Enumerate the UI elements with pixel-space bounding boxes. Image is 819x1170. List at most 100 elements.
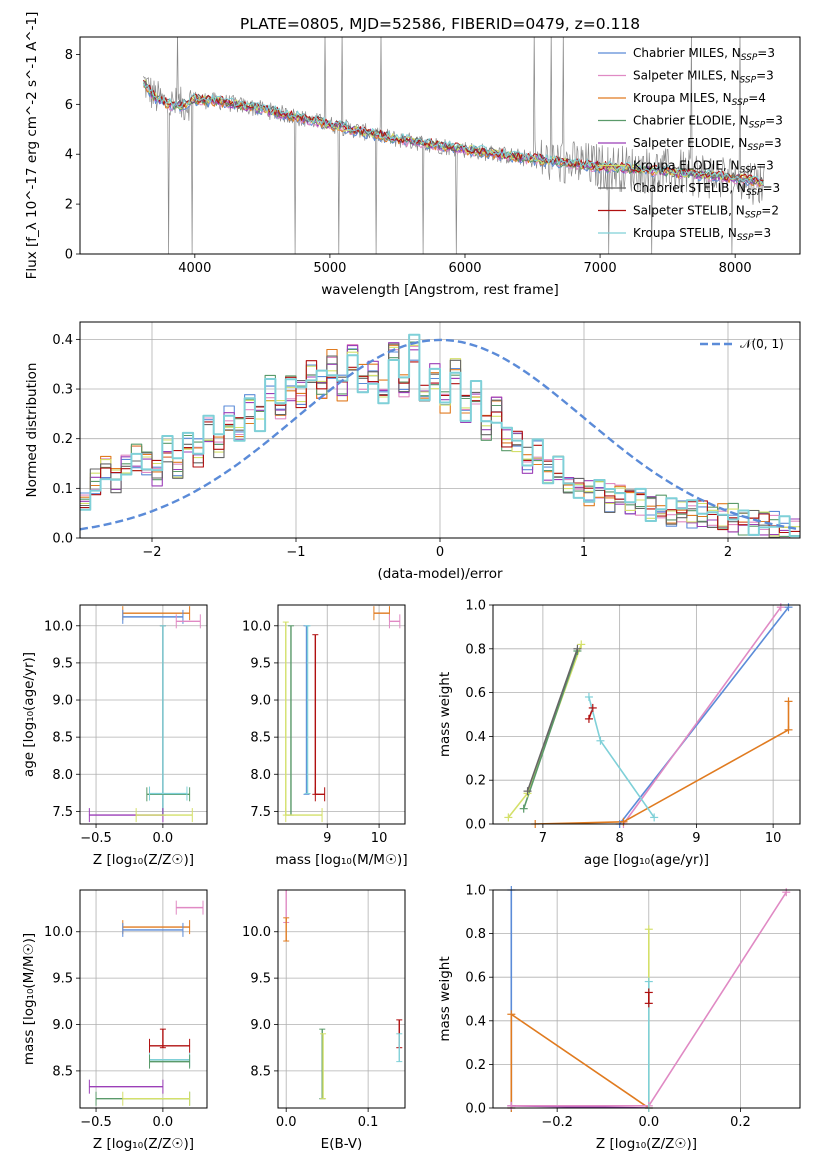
y-tick-label: 0.2 [465,774,486,789]
plot-area [510,890,787,1108]
y-tick-label: 0.6 [465,971,486,986]
x-tick-label: 0 [436,545,444,560]
model-line-chabrier-elodie [143,82,764,185]
x-tick-label: 9 [323,831,331,846]
y-tick-label: 9.5 [52,656,73,671]
plot-5: 7 8 9 10 0.0 0.2 0.4 0.6 0.8 1.0 age [log₁₀(age/yr… [437,599,801,868]
plot-area [80,333,800,538]
y-axis-label: Flux [f_λ 10^-17 erg cm^-2 s^-1 A^-1] [24,12,40,280]
y-tick-label: 0.8 [465,927,486,942]
data-point [784,725,793,734]
x-tick-label: 0.2 [730,1115,751,1130]
y-tick-label: 0.2 [465,1058,486,1073]
data-point [588,703,597,712]
data-point [523,787,532,796]
y-tick-label: 0.0 [465,818,486,833]
axes-frame [79,889,208,1109]
x-tick-label: 2 [724,545,732,560]
y-tick-label: 7.5 [250,805,271,820]
y-tick-label: 6 [65,98,73,113]
data-point [507,1101,516,1110]
x-axis-label: E(B-V) [321,1136,363,1152]
x-tick-label: 5000 [313,261,346,276]
x-tick-label: 10 [371,831,388,846]
legend-entry: Chabrier ELODIE, NSSP=3 [633,114,783,131]
histogram-kroupa-stelib [80,333,800,538]
x-tick-label: 0.0 [638,1115,659,1130]
legend: Chabrier MILES, NSSP=3 Salpeter MILES, NS… [598,46,783,243]
y-tick-label: 9.0 [250,1018,271,1033]
y-tick-label: 0.2 [52,432,73,447]
y-tick-label: 10.0 [44,619,73,634]
y-tick-label: 10.0 [242,619,271,634]
plot-1: 4000 5000 6000 7000 8000 0 2 4 6 8 wavelength [Ang… [24,12,801,298]
mass-weight-line-chabrier-miles [618,606,790,824]
legend-entry: Chabrier STELIB, NSSP=3 [633,181,780,198]
x-tick-label: 0.0 [276,1115,297,1130]
y-tick-label: 0.3 [52,383,73,398]
mass-weight-line-kroupa-miles [510,1013,650,1108]
y-tick-label: 0.4 [465,730,486,745]
plot-8: −0.2 0.0 0.2 0.0 0.2 0.4 0.6 0.8 1.0 Z [log₁₀(Z/Z… [437,884,801,1152]
axes-frame [492,889,801,1109]
x-tick-label: 8000 [719,261,752,276]
mass-weight-line-salpeter-miles [622,606,782,824]
y-tick-label: 9.0 [52,694,73,709]
model-line-chabrier-stelib [143,80,764,186]
y-tick-label: 9.5 [52,972,73,987]
data-point [573,644,582,653]
y-axis-label: mass weight [437,956,453,1041]
figure-title: PLATE=0805, MJD=52586, FIBERID=0479, z=0… [240,15,640,33]
plot-area [88,606,201,823]
plot-area [143,37,765,254]
legend-entry: Kroupa MILES, NSSP=4 [633,91,766,108]
legend-entry: Kroupa ELODIE, NSSP=3 [633,159,774,176]
y-tick-label: 4 [65,148,73,163]
y-tick-label: 8 [65,48,73,63]
x-tick-label: 8 [615,831,623,846]
y-tick-label: 8.5 [52,731,73,746]
y-tick-label: 1.0 [465,599,486,614]
plot-3: −0.5 0.0 7.5 8.0 8.5 9.0 9.5 10.0 Z [log₁₀(Z/Z☉)… [21,604,208,868]
axes-frame [79,36,801,255]
y-tick-label: 8.0 [52,768,73,783]
y-tick-label: 7.5 [52,805,73,820]
x-axis-label: Z [log₁₀(Z/Z☉)] [596,1136,697,1152]
x-tick-label: 9 [692,831,700,846]
x-tick-label: −1 [286,545,305,560]
data-point [596,736,605,745]
y-axis-label: Normed distribution [24,363,40,498]
data-point [584,692,593,701]
x-tick-label: 0.0 [153,1115,174,1130]
x-axis-label: Z [log₁₀(Z/Z☉)] [93,1136,194,1152]
plot-area [88,900,204,1106]
legend-entry: Kroupa STELIB, NSSP=3 [633,226,771,243]
axes-frame [79,604,208,825]
x-tick-label: 1 [580,545,588,560]
y-tick-label: 0.6 [465,686,486,701]
data-point [584,714,593,723]
y-tick-label: 8.5 [250,731,271,746]
x-axis-label: mass [log₁₀(M/M☉)] [275,852,407,868]
y-axis-label: age [log₁₀(age/yr)] [21,652,37,777]
data-point [782,888,791,897]
x-tick-label: 4000 [178,261,211,276]
y-tick-label: 9.5 [250,972,271,987]
axes-frame [277,604,406,825]
plot-7: 0.0 0.1 8.5 9.0 9.5 10.0 E(B-V) [242,889,406,1152]
y-tick-label: 2 [65,198,73,213]
plot-6: −0.5 0.0 8.5 9.0 9.5 10.0 Z [log₁₀(Z/Z☉)] mass … [21,889,208,1152]
y-tick-label: 0 [65,248,73,263]
y-tick-label: 10.0 [242,925,271,940]
data-point [644,925,653,934]
x-tick-label: −0.2 [541,1115,573,1130]
x-tick-label: 7 [539,831,547,846]
plot-4: 9 10 7.5 8.0 8.5 9.0 9.5 10.0 mass [log₁₀(M/M☉)] [242,604,408,868]
mass-weight-line-chabrier-elodie [522,650,579,809]
legend-entry: Salpeter STELIB, NSSP=2 [633,204,779,221]
y-tick-label: 8.5 [250,1064,271,1079]
x-tick-label: −2 [142,545,161,560]
data-point [644,988,653,997]
y-tick-label: 0.0 [465,1102,486,1117]
